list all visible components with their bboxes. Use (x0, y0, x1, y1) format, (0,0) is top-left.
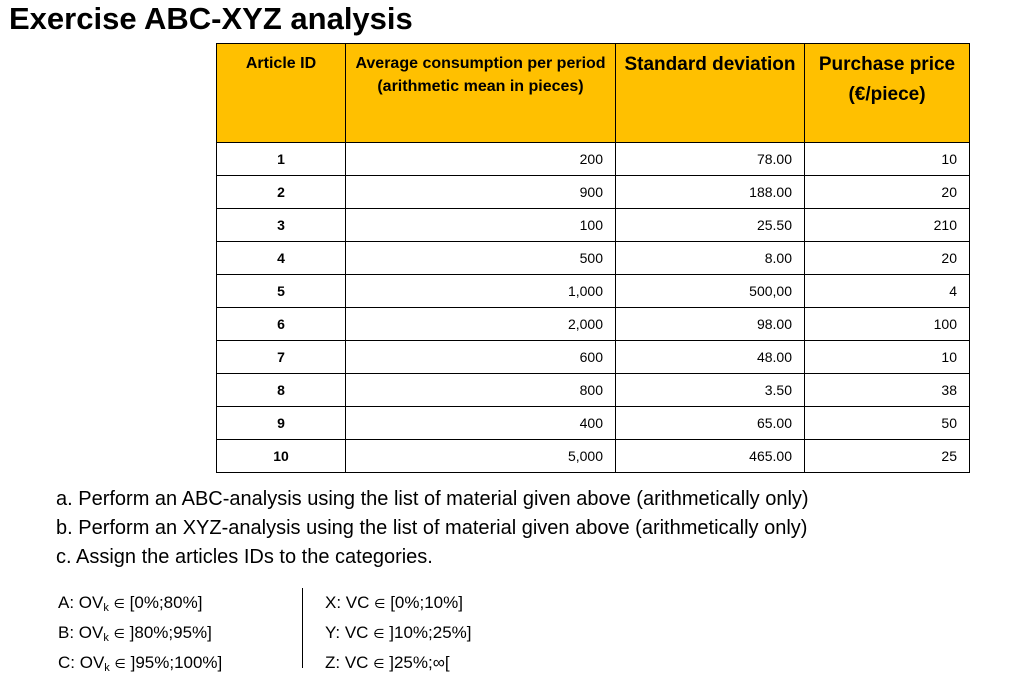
table-header-row: Article ID Average consumption per perio… (216, 43, 970, 143)
xyz-categories: X: VC ∈ [0%;10%] Y: VC ∈ ]10%;25%] Z: VC… (325, 588, 472, 678)
cell-std-deviation: 3.50 (615, 373, 805, 407)
cell-std-deviation: 78.00 (615, 142, 805, 176)
abc-category-a: A: OVk ∈ [0%;80%] (58, 593, 203, 614)
cell-purchase-price: 10 (804, 340, 970, 374)
cell-purchase-price: 100 (804, 307, 970, 341)
article-table: Article ID Average consumption per perio… (216, 43, 970, 473)
xyz-category-x: X: VC ∈ [0%;10%] (325, 593, 463, 612)
category-divider (302, 588, 303, 668)
table-row: 7 600 48.00 10 (216, 340, 970, 374)
abc-categories: A: OVk ∈ [0%;80%] B: OVk ∈ ]80%;95%] C: … (58, 588, 222, 678)
cell-article-id: 6 (216, 307, 346, 341)
table-row: 9 400 65.00 50 (216, 406, 970, 440)
cell-std-deviation: 25.50 (615, 208, 805, 242)
task-a: a. Perform an ABC-analysis using the lis… (56, 488, 809, 510)
cell-avg-consumption: 900 (345, 175, 616, 209)
table-row: 4 500 8.00 20 (216, 241, 970, 275)
cell-purchase-price: 50 (804, 406, 970, 440)
task-c: c. Assign the articles IDs to the catego… (56, 546, 433, 568)
page-title: Exercise ABC-XYZ analysis (9, 1, 413, 36)
cell-std-deviation: 65.00 (615, 406, 805, 440)
cell-avg-consumption: 2,000 (345, 307, 616, 341)
cell-avg-consumption: 800 (345, 373, 616, 407)
cell-avg-consumption: 600 (345, 340, 616, 374)
abc-category-b: B: OVk ∈ ]80%;95%] (58, 623, 212, 644)
header-article-id: Article ID (216, 43, 346, 143)
cell-std-deviation: 500,00 (615, 274, 805, 308)
cell-purchase-price: 210 (804, 208, 970, 242)
cell-purchase-price: 4 (804, 274, 970, 308)
cell-article-id: 7 (216, 340, 346, 374)
table-row: 5 1,000 500,00 4 (216, 274, 970, 308)
cell-purchase-price: 38 (804, 373, 970, 407)
cell-std-deviation: 8.00 (615, 241, 805, 275)
cell-std-deviation: 98.00 (615, 307, 805, 341)
table-row: 8 800 3.50 38 (216, 373, 970, 407)
xyz-category-y: Y: VC ∈ ]10%;25%] (325, 623, 472, 642)
cell-avg-consumption: 1,000 (345, 274, 616, 308)
table-row: 2 900 188.00 20 (216, 175, 970, 209)
cell-avg-consumption: 500 (345, 241, 616, 275)
table-row: 10 5,000 465.00 25 (216, 439, 970, 473)
cell-article-id: 10 (216, 439, 346, 473)
abc-category-c: C: OVk ∈ ]95%;100%] (58, 653, 223, 674)
cell-purchase-price: 20 (804, 241, 970, 275)
header-avg-consumption: Average consumption per period (arithmet… (345, 43, 616, 143)
cell-purchase-price: 20 (804, 175, 970, 209)
table-row: 6 2,000 98.00 100 (216, 307, 970, 341)
xyz-category-z: Z: VC ∈ ]25%;∞[ (325, 653, 450, 672)
cell-article-id: 3 (216, 208, 346, 242)
header-std-deviation: Standard deviation (615, 43, 805, 143)
cell-std-deviation: 465.00 (615, 439, 805, 473)
cell-avg-consumption: 400 (345, 406, 616, 440)
cell-std-deviation: 188.00 (615, 175, 805, 209)
cell-article-id: 4 (216, 241, 346, 275)
table-row: 1 200 78.00 10 (216, 142, 970, 176)
task-b: b. Perform an XYZ-analysis using the lis… (56, 517, 808, 539)
cell-article-id: 9 (216, 406, 346, 440)
cell-avg-consumption: 200 (345, 142, 616, 176)
cell-article-id: 5 (216, 274, 346, 308)
cell-article-id: 1 (216, 142, 346, 176)
cell-article-id: 8 (216, 373, 346, 407)
cell-purchase-price: 10 (804, 142, 970, 176)
header-purchase-price: Purchase price (€/piece) (804, 43, 970, 143)
cell-std-deviation: 48.00 (615, 340, 805, 374)
table-row: 3 100 25.50 210 (216, 208, 970, 242)
cell-purchase-price: 25 (804, 439, 970, 473)
cell-avg-consumption: 100 (345, 208, 616, 242)
cell-article-id: 2 (216, 175, 346, 209)
task-list: a. Perform an ABC-analysis using the lis… (56, 485, 809, 572)
cell-avg-consumption: 5,000 (345, 439, 616, 473)
